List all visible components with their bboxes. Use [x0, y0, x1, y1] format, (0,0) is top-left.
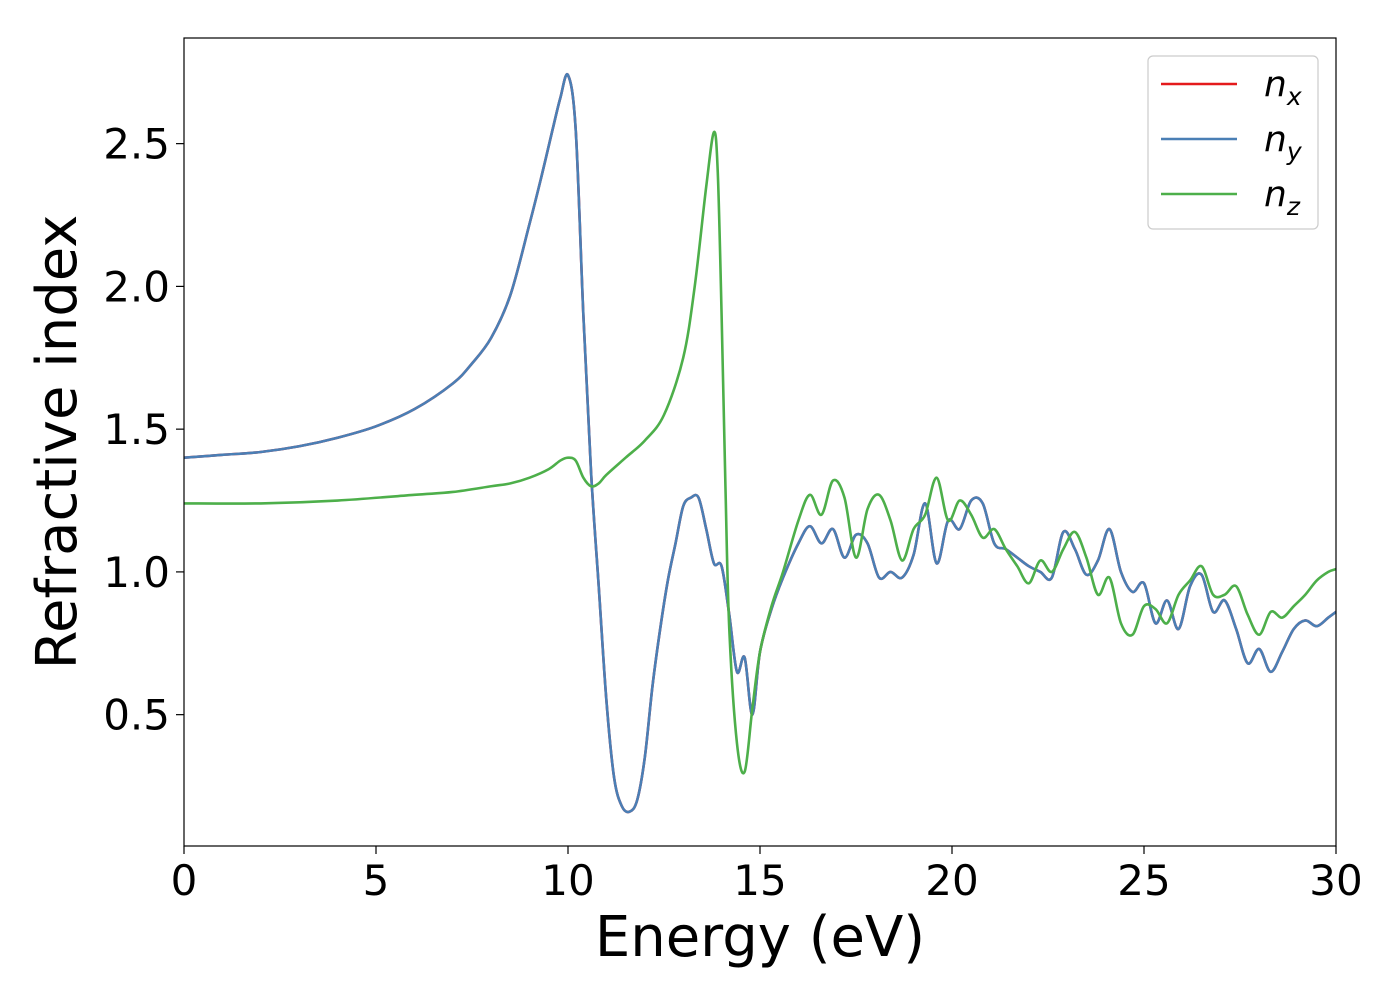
x-tick-label: 10	[541, 856, 594, 905]
series-line-n-z	[184, 130, 1336, 775]
x-tick-label: 30	[1309, 856, 1362, 905]
y-tick-label: 0.5	[103, 691, 170, 740]
x-tick-label: 20	[925, 856, 978, 905]
y-axis-ticks: 0.5 1.0 1.5 2.0 2.5	[103, 120, 184, 740]
x-axis-label: Energy (eV)	[595, 905, 925, 970]
x-tick-label: 5	[363, 856, 390, 905]
series-line-n-y	[184, 72, 1336, 814]
y-tick-label: 2.0	[103, 262, 170, 311]
legend: nx ny nz	[1147, 55, 1319, 230]
x-axis-ticks: 0 5 10 15 20 25 30	[171, 846, 1363, 905]
legend-box	[1147, 55, 1319, 230]
series-layer	[184, 72, 1336, 814]
legend-label-ny: ny	[1264, 119, 1303, 166]
x-tick-label: 25	[1117, 856, 1170, 905]
y-tick-label: 1.0	[103, 548, 170, 597]
legend-label-nx: nx	[1264, 64, 1302, 111]
y-axis-label: Refractive index	[25, 215, 90, 670]
y-tick-label: 1.5	[103, 405, 170, 454]
x-tick-label: 15	[733, 856, 786, 905]
legend-label-nz: nz	[1264, 174, 1301, 221]
y-tick-label: 2.5	[103, 120, 170, 169]
x-tick-label: 0	[171, 856, 198, 905]
